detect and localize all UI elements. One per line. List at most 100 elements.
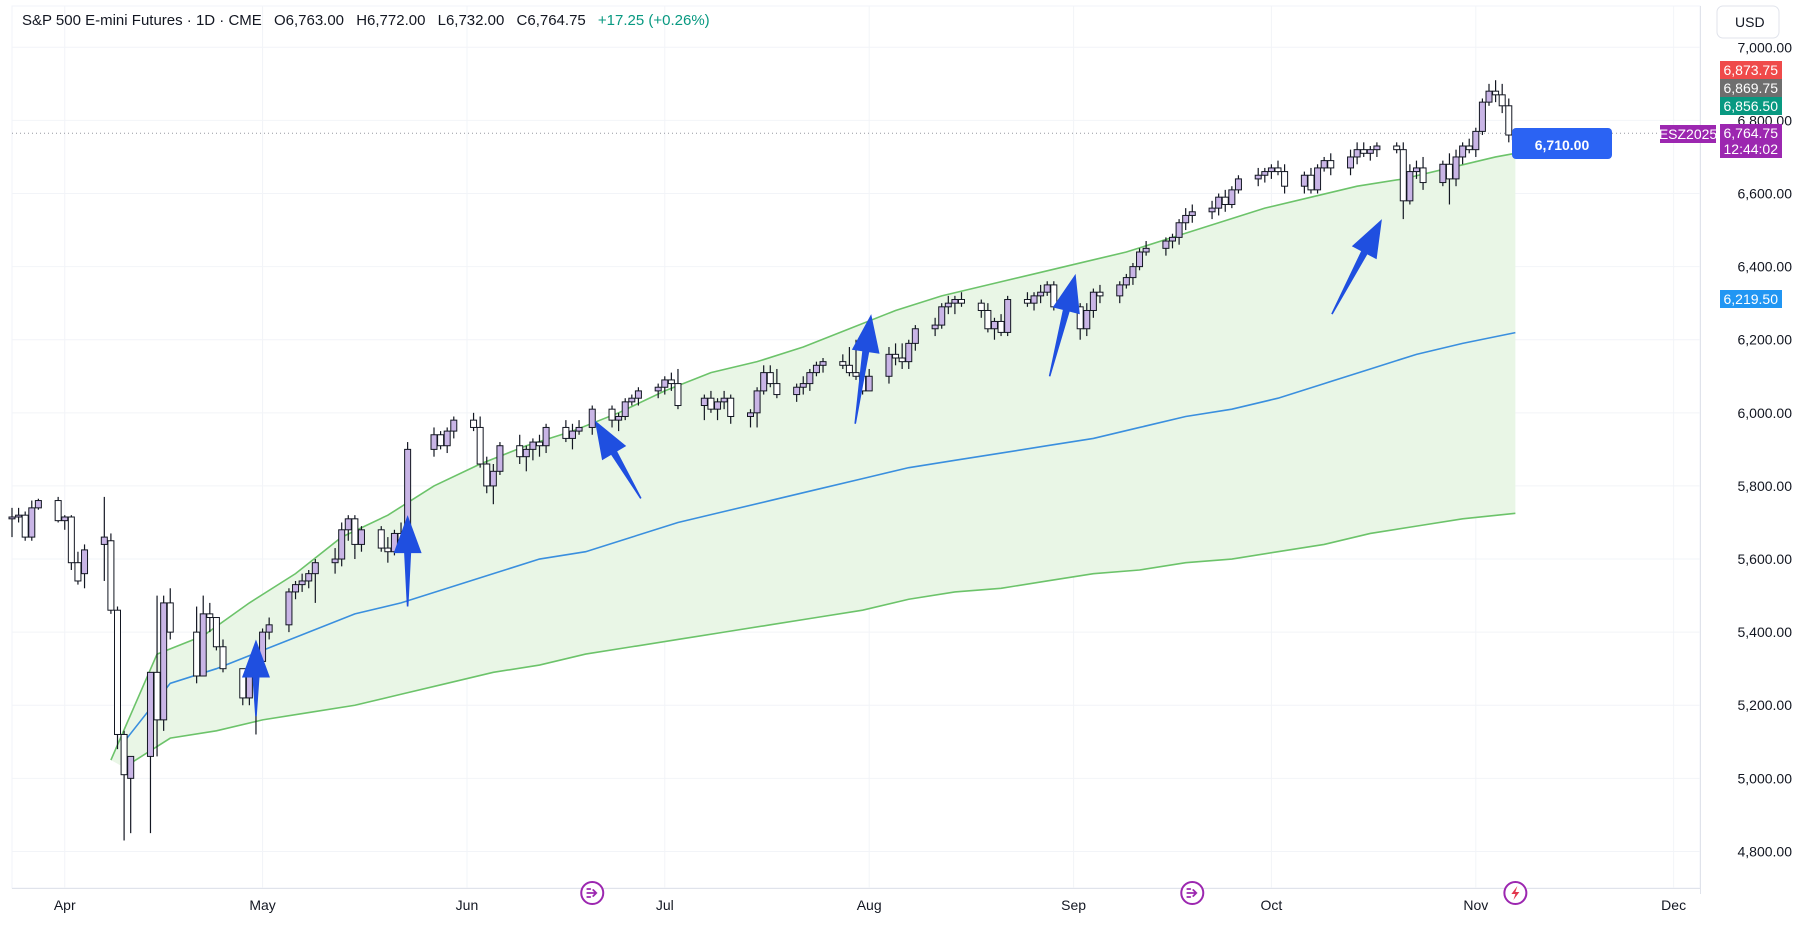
price-tag-label: 6,869.75 — [1724, 80, 1779, 96]
candle — [951, 295, 959, 315]
candle-body — [654, 386, 662, 392]
candle-body — [166, 602, 174, 633]
candle — [634, 387, 642, 406]
callout-label: 6,710.00 — [1535, 137, 1590, 153]
candle — [575, 420, 583, 435]
candle — [536, 434, 543, 457]
candle — [384, 537, 392, 563]
candle — [1307, 167, 1315, 194]
candle — [81, 544, 89, 589]
earnings-lightning-icon[interactable] — [1503, 881, 1528, 905]
candle — [1445, 153, 1453, 205]
candle — [351, 515, 359, 560]
candle-body — [1162, 240, 1170, 249]
candle — [298, 573, 306, 592]
annotation-arrows — [241, 219, 1382, 717]
candle — [67, 515, 75, 570]
candle-body — [608, 408, 616, 421]
candle-body — [1004, 299, 1012, 333]
candle — [931, 317, 939, 337]
price-tag: 6,869.75 — [1720, 79, 1782, 97]
candle-body — [338, 529, 346, 560]
currency-button[interactable] — [1716, 5, 1780, 39]
dividend-forward-icon[interactable] — [580, 881, 605, 905]
countdown-label: 12:44:02 — [1724, 141, 1779, 157]
candle-body — [799, 383, 807, 388]
candle-body — [615, 415, 623, 421]
candle — [15, 507, 23, 523]
candle — [1478, 98, 1486, 136]
y-tick-label: 7,000.00 — [1738, 39, 1793, 55]
candle-body — [1030, 295, 1038, 304]
candle — [1360, 142, 1368, 157]
candle-body — [575, 426, 583, 432]
candle — [430, 427, 438, 457]
candle — [542, 423, 550, 454]
candle-body — [845, 364, 853, 374]
candle — [1076, 303, 1084, 340]
candle-body — [476, 426, 484, 465]
lower-band-line — [123, 512, 1516, 769]
y-tick-label: 6,400.00 — [1738, 259, 1793, 275]
candle — [1162, 237, 1170, 256]
candle — [898, 343, 906, 369]
candle — [727, 394, 735, 424]
high-value: 6,772.00 — [367, 12, 425, 29]
candle-body — [100, 536, 108, 545]
candle — [8, 507, 16, 538]
candle — [146, 671, 154, 834]
candle-body — [931, 324, 939, 330]
candle — [654, 383, 662, 399]
price-tag-bg — [1720, 97, 1782, 115]
candle — [114, 606, 121, 750]
candle-body — [621, 401, 629, 417]
y-tick-label: 4,800.00 — [1738, 843, 1793, 859]
candle-body — [898, 357, 906, 363]
candle-body — [793, 386, 801, 396]
candle-body — [285, 591, 293, 626]
candle-body — [265, 624, 273, 633]
candle — [1043, 281, 1051, 296]
candle-body — [1136, 251, 1144, 268]
svg-text:S&P 500 E-mini Futures · 1D ·: S&P 500 E-mini Futures · 1D · CME O6,763… — [22, 12, 710, 29]
candle — [1327, 153, 1335, 176]
candle-body — [892, 353, 900, 359]
arrow-annotation — [594, 420, 642, 499]
candle-body — [674, 383, 682, 407]
candle-body — [1089, 291, 1097, 311]
price-tag: 6,219.50 — [1720, 290, 1782, 308]
candle-body — [146, 671, 154, 757]
candle — [483, 456, 491, 494]
candle — [1419, 156, 1427, 190]
candle — [1274, 160, 1282, 176]
candle-body — [1182, 214, 1190, 224]
candle-body — [1472, 130, 1480, 151]
candle — [377, 526, 385, 552]
candle — [562, 420, 570, 443]
candle-body — [1122, 277, 1130, 286]
candle — [437, 431, 445, 450]
candle — [443, 427, 451, 454]
candle-body — [1505, 105, 1513, 136]
candle-body — [305, 573, 313, 582]
candle-body — [430, 434, 438, 450]
candle-body — [1208, 207, 1216, 213]
candle-body — [852, 372, 860, 377]
candle-body — [806, 372, 814, 385]
x-tick-label: Dec — [1661, 897, 1686, 913]
indicator-lines — [110, 152, 1516, 769]
candle — [212, 617, 220, 651]
candle-body — [1116, 284, 1124, 297]
candle — [1267, 164, 1275, 179]
candle — [331, 548, 339, 574]
candle — [938, 303, 946, 329]
candle-body — [568, 430, 576, 439]
candle-body — [1492, 90, 1500, 96]
candle-body — [61, 516, 69, 522]
symbol-title[interactable]: S&P 500 E-mini Futures · 1D · CME — [22, 12, 262, 29]
dividend-forward-icon[interactable] — [1180, 881, 1205, 905]
candle-body — [206, 613, 214, 619]
price-axis-border — [1700, 6, 1701, 894]
candle-body — [1142, 247, 1150, 253]
candle-body — [628, 397, 636, 403]
